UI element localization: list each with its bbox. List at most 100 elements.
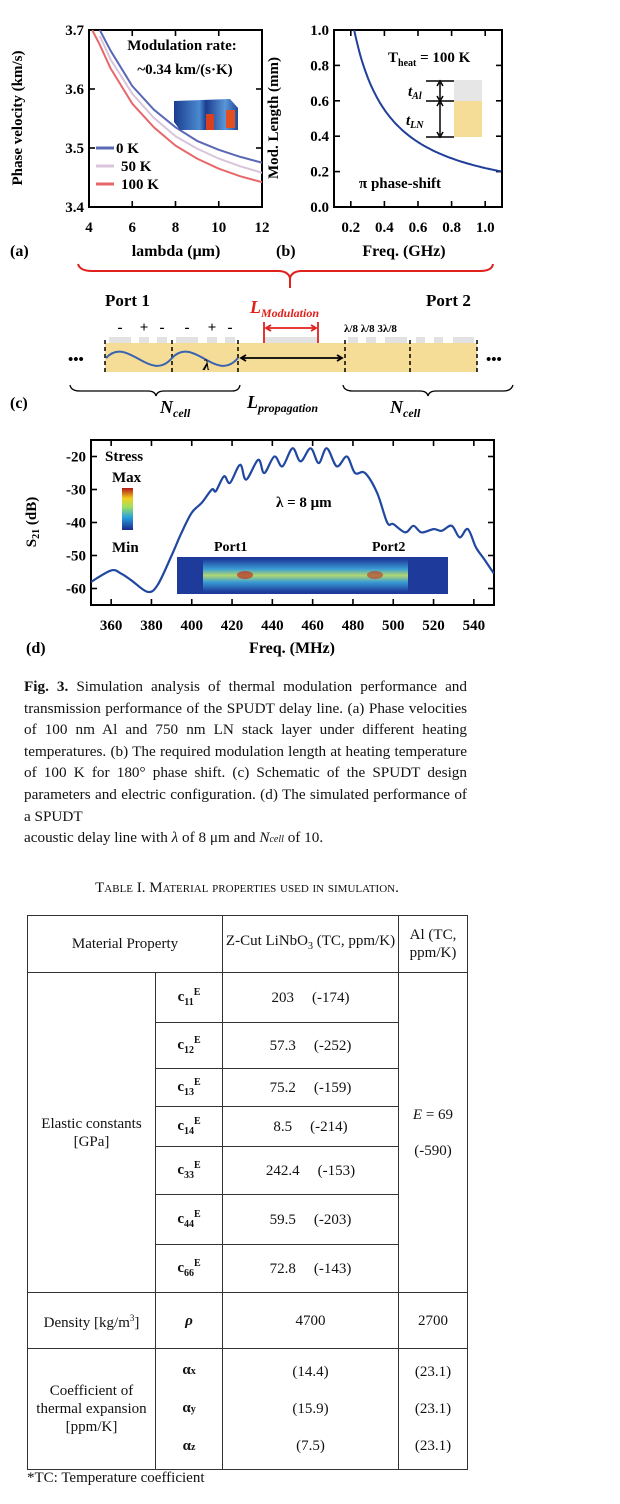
electrode-width-labels: λ/8 λ/8 3λ/8 bbox=[344, 323, 397, 335]
y-tick-label: -30 bbox=[66, 483, 86, 499]
wave-icon bbox=[105, 350, 239, 367]
cte-symbols: αx αy αz bbox=[155, 1348, 223, 1470]
legend-label: 100 K bbox=[121, 177, 159, 193]
panel-label-d: (d) bbox=[26, 640, 46, 657]
polarity-sign: - bbox=[118, 320, 123, 336]
electrode bbox=[176, 337, 198, 343]
electrode bbox=[348, 337, 358, 343]
brace-right bbox=[342, 384, 514, 397]
electrode bbox=[434, 337, 443, 343]
colorbar-max: Max bbox=[112, 470, 142, 486]
elastic-symbol: c12E bbox=[155, 1022, 223, 1069]
ncell-left-label: Ncell bbox=[159, 397, 191, 420]
x-tick-label: 360 bbox=[100, 618, 123, 634]
panel-c-schematic: Port 1 Port 2 LModulation - + - - + - λ/8 λ/8… bbox=[10, 291, 514, 420]
x-tick-label: 380 bbox=[140, 618, 163, 634]
cte-label: Coefficient of thermal expansion [ppm/K] bbox=[27, 1348, 156, 1470]
elastic-value: 242.4 (-153) bbox=[222, 1146, 399, 1195]
x-tick-label: 520 bbox=[422, 618, 445, 634]
material-properties-table: Material Property Z-Cut LiNbO3 (TC, ppm/… bbox=[27, 915, 468, 1470]
x-tick-label: 480 bbox=[342, 618, 365, 634]
header-al: Al (TC, ppm/K) bbox=[398, 915, 468, 973]
elastic-symbol: c66E bbox=[155, 1244, 223, 1293]
elastic-symbol: c14E bbox=[155, 1106, 223, 1147]
y-tick-label: -20 bbox=[66, 450, 86, 466]
elastic-value: 8.5 (-214) bbox=[222, 1106, 399, 1147]
series-line-1 bbox=[98, 35, 262, 174]
y-tick-label: -40 bbox=[66, 516, 86, 532]
x-tick-label: 500 bbox=[382, 618, 405, 634]
polarity-sign: + bbox=[208, 320, 217, 336]
electrode bbox=[225, 337, 235, 343]
y-axis-label: Phase velocity (km/s) bbox=[10, 51, 26, 186]
density-linbo3: 4700 bbox=[222, 1292, 399, 1349]
y-tick-label: -60 bbox=[66, 582, 86, 598]
inset-port1: Port1 bbox=[214, 540, 247, 555]
legend-label: 50 K bbox=[121, 159, 152, 175]
colorbar bbox=[122, 488, 133, 530]
panel-label-a: (a) bbox=[10, 243, 29, 260]
x-tick-label: 0.8 bbox=[442, 220, 461, 236]
ellipsis-left: ••• bbox=[68, 352, 84, 368]
x-axis-label: lambda (μm) bbox=[132, 243, 221, 260]
panel-b-chart: 0.2 0.4 0.6 0.8 1.0 0.0 0.2 0.4 0.6 0.8 1.0 Theat … bbox=[266, 23, 503, 260]
polarity-sign: + bbox=[140, 320, 149, 336]
ellipsis-right: ••• bbox=[486, 352, 502, 368]
y-tick-label: 0.2 bbox=[310, 165, 329, 181]
x-tick-label: 0.2 bbox=[341, 220, 360, 236]
table-row-elastic: c12E 57.3 (-252) bbox=[28, 1022, 468, 1069]
x-axis-label: Freq. (GHz) bbox=[362, 243, 445, 260]
elastic-symbol: c11E bbox=[155, 972, 223, 1023]
x-tick-label: 1.0 bbox=[476, 220, 495, 236]
annotation-phase-shift: π phase-shift bbox=[359, 176, 441, 192]
inset-port2: Port2 bbox=[372, 540, 405, 555]
panel-label-c: (c) bbox=[10, 395, 28, 412]
x-tick-label: 4 bbox=[85, 220, 93, 236]
layer-stack-inset: tAl tLN bbox=[406, 79, 482, 139]
header-material-property: Material Property bbox=[27, 915, 223, 973]
y-tick-label: 3.5 bbox=[65, 141, 84, 157]
y-axis-label: Mod. Length (mm) bbox=[266, 57, 282, 179]
s21-line bbox=[91, 447, 494, 594]
red-brace bbox=[77, 263, 494, 282]
colorbar-title: Stress bbox=[105, 449, 143, 465]
electrode bbox=[385, 337, 407, 343]
y-tick-label: 0.4 bbox=[310, 129, 329, 145]
lambda-label: λ bbox=[202, 358, 210, 374]
y-tick-label: 3.7 bbox=[65, 23, 84, 39]
y-tick-label: 1.0 bbox=[310, 23, 329, 39]
table-header-row: Material Property Z-Cut LiNbO3 (TC, ppm/… bbox=[27, 915, 468, 973]
y-tick-label: -50 bbox=[66, 549, 86, 565]
x-axis-label: Freq. (MHz) bbox=[249, 640, 335, 657]
y-tick-label: 0.0 bbox=[310, 200, 329, 216]
ncell-right-label: Ncell bbox=[389, 397, 421, 420]
y-tick-label: 3.4 bbox=[65, 200, 84, 216]
cte-al: (23.1) (23.1) (23.1) bbox=[398, 1348, 468, 1470]
annotation-theat: Theat = 100 K bbox=[388, 50, 471, 69]
table-row-elastic: c13E 75.2 (-159) bbox=[28, 1068, 468, 1107]
electrode bbox=[157, 337, 167, 343]
t-ln-label: tLN bbox=[406, 113, 424, 131]
series-line-0 bbox=[98, 30, 262, 164]
l-propagation-label: Lpropagation bbox=[246, 392, 318, 415]
caption-text: Simulation analysis of thermal modulatio… bbox=[24, 678, 467, 825]
y-axis-label: S21 (dB) bbox=[24, 497, 42, 547]
header-linbo3: Z-Cut LiNbO3 (TC, ppm/K) bbox=[222, 915, 399, 973]
modulation-arrow bbox=[263, 322, 319, 343]
t-al-label: tAl bbox=[408, 84, 422, 102]
electrode bbox=[109, 337, 131, 343]
electrode bbox=[366, 337, 376, 343]
series-line-2 bbox=[91, 30, 262, 184]
table-title: Table I. Material properties used in sim… bbox=[95, 880, 399, 896]
x-tick-label: 440 bbox=[261, 618, 284, 634]
electrode bbox=[207, 337, 217, 343]
wavelength-annotation: λ = 8 μm bbox=[276, 495, 332, 511]
legend-label: 0 K bbox=[116, 141, 139, 157]
fem-block-inset bbox=[174, 99, 238, 130]
elastic-value: 203 (-174) bbox=[222, 972, 399, 1023]
electrode bbox=[416, 337, 425, 343]
x-tick-label: 0.4 bbox=[375, 220, 394, 236]
stress-field-inset bbox=[177, 557, 448, 594]
brace-left bbox=[69, 384, 241, 397]
density-symbol: ρ bbox=[155, 1292, 223, 1349]
